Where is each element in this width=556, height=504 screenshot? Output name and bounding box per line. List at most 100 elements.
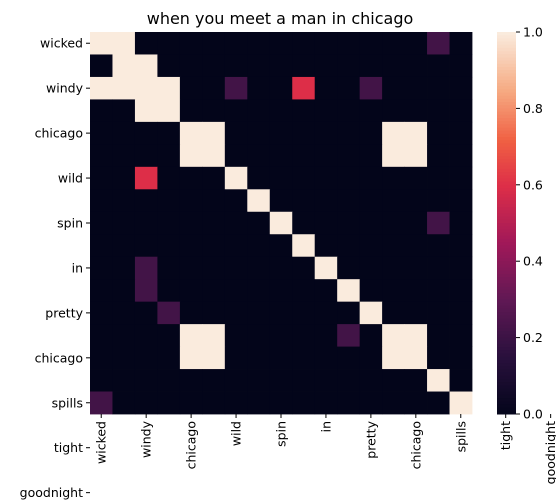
colorbar-segment [497,372,516,377]
heatmap-cell [224,166,248,190]
colorbar-segment [497,299,516,304]
colorbar-segment [497,98,516,103]
heatmap-cell [337,279,361,303]
heatmap-cell [179,189,203,213]
heatmap-cell [449,346,473,370]
heatmap-cell [224,256,248,280]
heatmap-cell [247,391,271,415]
y-tick-label: in [72,260,83,275]
colorbar-segment [497,187,516,192]
heatmap-cells [90,32,473,415]
heatmap-cell [90,121,113,145]
heatmap-cell [90,279,113,303]
colorbar-segment [497,248,516,253]
heatmap-cell [314,279,338,303]
heatmap-cell [382,391,405,415]
colorbar-segment [497,57,516,62]
heatmap-cell [404,54,428,78]
colorbar-segment [497,219,516,224]
heatmap-cell [404,144,428,168]
colorbar-segment [497,258,516,262]
colorbar-segment [497,165,516,170]
heatmap-cell [449,99,473,123]
heatmap-cell [382,324,405,347]
colorbar-segment [497,102,516,106]
heatmap-cell [404,301,428,325]
heatmap-cell [404,256,428,280]
colorbar-segment [497,394,516,399]
heatmap-cell [112,166,136,190]
colorbar-segment [497,63,516,68]
heatmap-cell [292,166,316,190]
colorbar-segment [497,70,516,74]
heatmap-cell [404,32,428,55]
heatmap-cell [314,76,338,100]
colorbar-segment [497,328,516,332]
colorbar-segment [497,356,516,361]
heatmap-cell [269,166,293,190]
heatmap-cell [112,189,136,213]
heatmap-cell [337,301,361,325]
heatmap-cell [314,256,338,280]
heatmap-cell [157,76,181,100]
colorbar-segment [497,369,516,374]
heatmap-cell [112,211,136,235]
heatmap-cell [269,76,293,100]
heatmap-cell [359,301,383,325]
heatmap-cell [382,32,405,55]
colorbar-segment [497,41,516,46]
heatmap-cell [112,234,136,258]
heatmap-cell [247,121,271,145]
heatmap-cell [292,391,316,415]
heatmap-cell [202,346,226,370]
colorbar-segment [497,245,516,249]
colorbar-segment [497,108,516,113]
heatmap-cell [224,391,248,415]
heatmap-cell [427,76,450,100]
heatmap-cell [202,189,226,213]
colorbar-tick-label: 0.0 [523,407,543,422]
colorbar-segment [497,117,516,122]
colorbar-segment [497,143,516,148]
heatmap-cell [382,301,405,325]
heatmap-cell [90,211,113,235]
heatmap-cell [134,369,158,392]
colorbar-segment [497,82,516,87]
heatmap-cell [134,211,158,235]
heatmap-cell [337,76,361,100]
heatmap-cell [292,121,316,145]
heatmap-cell [202,211,226,235]
heatmap-cell [134,346,158,370]
colorbar-tick-label: 0.2 [523,330,543,345]
x-tick-label: pretty [363,420,378,458]
heatmap-cell [269,99,293,123]
colorbar-segment [497,318,516,323]
heatmap-cell [337,32,361,55]
heatmap-cell [382,369,405,392]
heatmap-cell [314,211,338,235]
heatmap-cell [427,279,450,303]
y-tick-label: spin [57,216,83,231]
heatmap-cell [202,279,226,303]
colorbar-tick-label: 0.6 [523,177,543,192]
heatmap-cell [157,279,181,303]
colorbar-segment [497,213,516,218]
y-tick-label: wild [58,171,83,186]
heatmap-cell [179,76,203,100]
heatmap-cell [157,54,181,78]
colorbar-segment [497,312,516,316]
heatmap-cell [314,54,338,78]
heatmap-cell [292,54,316,78]
colorbar-segment [497,340,516,345]
colorbar-segment [497,200,516,205]
heatmap-cell [90,346,113,370]
colorbar-segment [497,79,516,84]
heatmap-cell [202,324,226,347]
colorbar-segment [497,321,516,326]
heatmap-cell [90,391,113,415]
heatmap-cell [449,144,473,168]
heatmap-cell [449,369,473,392]
heatmap-cell [202,99,226,123]
heatmap-cell [359,211,383,235]
y-tick-label: tight [54,440,83,455]
